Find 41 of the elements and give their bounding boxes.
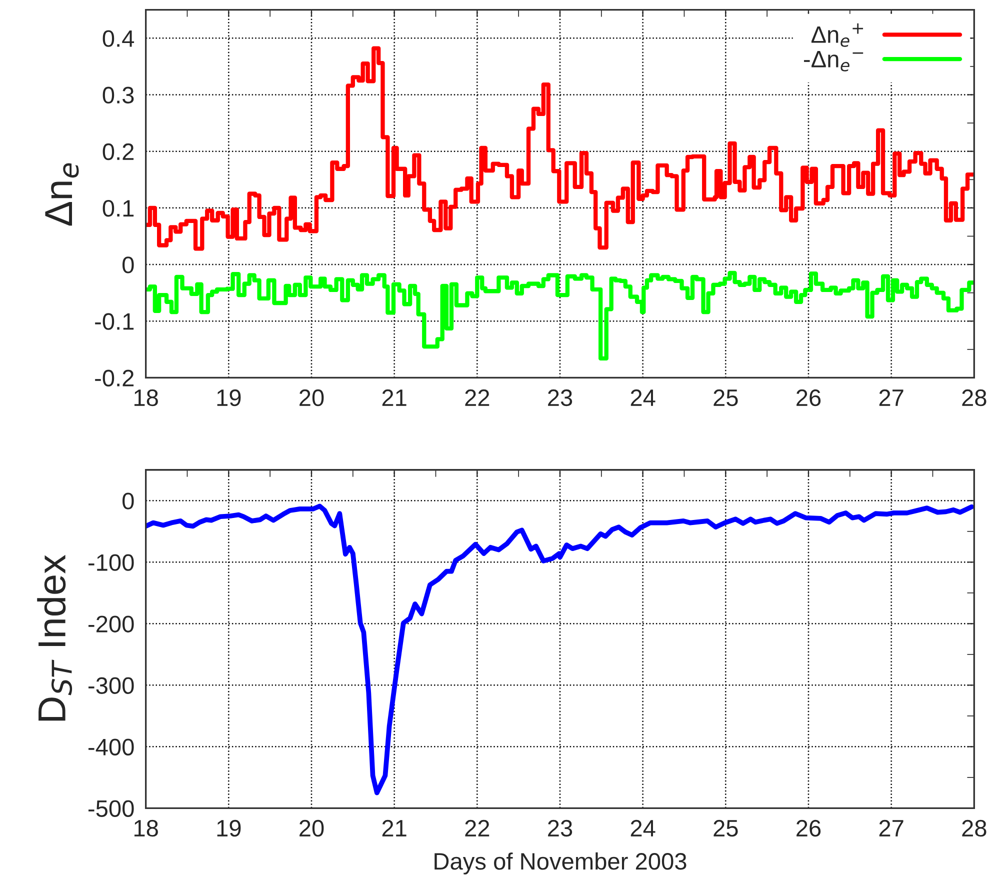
y-tick-label: 0	[122, 256, 134, 274]
x-axis-title: Days of November 2003	[434, 852, 686, 874]
x-tick-label: 27	[879, 389, 904, 406]
x-tick-label: 23	[548, 820, 572, 837]
y-tick-label: -200	[88, 616, 134, 632]
y-tick-label: 0.2	[102, 143, 134, 160]
y-tick-label: 0.3	[102, 86, 134, 104]
line-series	[146, 504, 974, 796]
x-tick-label: 21	[382, 820, 406, 836]
x-tick-label: 20	[300, 389, 324, 406]
x-tick-label: 28	[962, 820, 986, 837]
x-tick-label: 18	[134, 389, 158, 406]
x-tick-label: 23	[548, 389, 572, 406]
y-tick-label: -0.2	[95, 370, 134, 386]
y-tick-label: -400	[88, 738, 134, 756]
x-tick-label: 28	[962, 389, 986, 406]
x-tick-label: 19	[217, 389, 241, 406]
x-tick-label: 19	[217, 820, 241, 837]
y-axis-title: D$_{ST}$ Index	[37, 554, 72, 721]
y-tick-label: 0	[122, 492, 134, 510]
x-tick-label: 22	[465, 820, 490, 836]
x-tick-label: 27	[879, 820, 904, 836]
x-tick-label: 24	[630, 389, 656, 406]
y-tick-label: -0.1	[95, 313, 134, 330]
x-tick-label: 20	[300, 820, 324, 837]
y-tick-label: -100	[88, 554, 134, 571]
y-tick-label: -500	[88, 800, 134, 817]
y-tick-label: 0.4	[102, 30, 134, 47]
x-tick-label: 25	[714, 820, 738, 837]
legend-label: -Δn$_{e}$$^{−}$	[804, 51, 864, 72]
y-axis-title: Δn$_{e}$	[45, 163, 79, 226]
x-tick-label: 22	[465, 389, 490, 406]
legend-label: Δn$_{e}$$^{+}$	[811, 23, 864, 47]
x-tick-label: 26	[796, 820, 821, 837]
x-tick-label: 26	[796, 389, 821, 406]
x-tick-label: 21	[382, 389, 406, 406]
x-tick-label: 18	[134, 820, 158, 837]
x-tick-label: 25	[714, 389, 738, 406]
y-tick-label: 0.1	[102, 200, 134, 217]
y-tick-label: -300	[88, 677, 134, 694]
x-tick-label: 24	[630, 820, 656, 836]
